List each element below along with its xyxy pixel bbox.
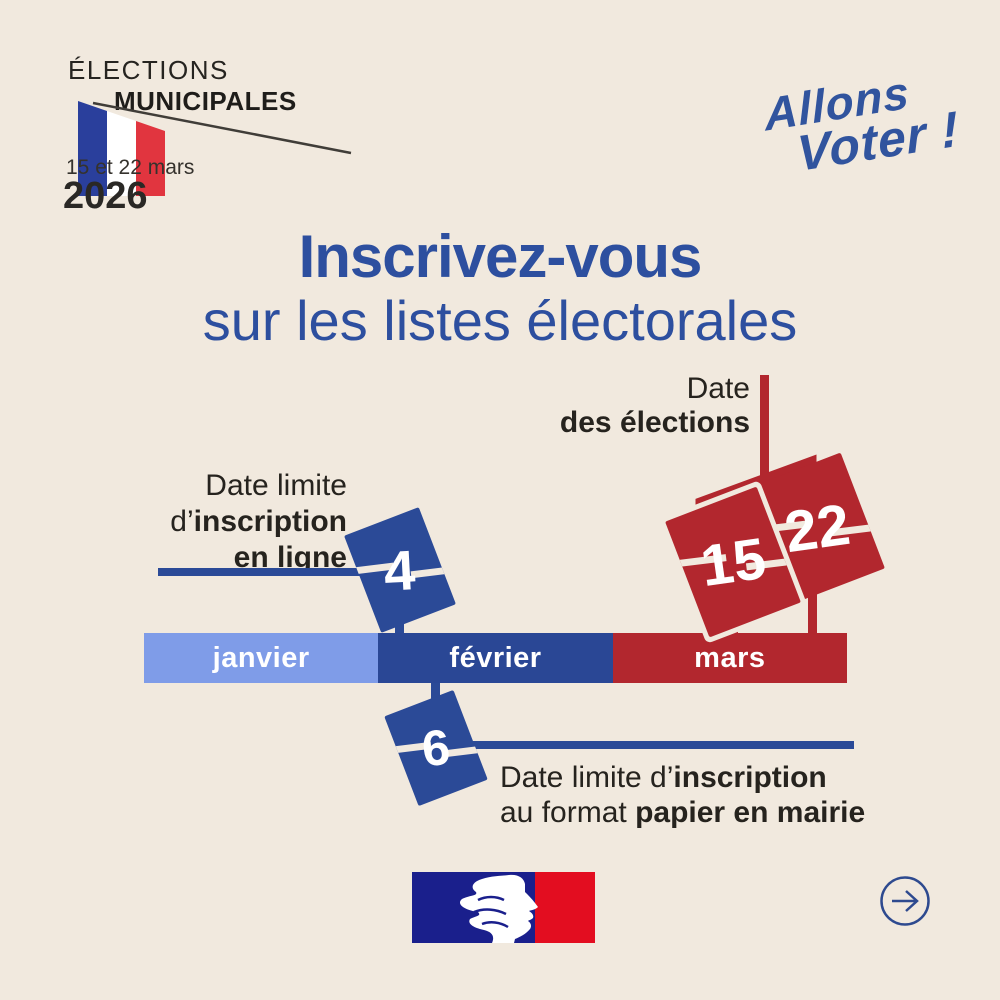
election-dates-line2: des élections <box>559 406 750 439</box>
election-dates-line1: Date <box>686 372 750 405</box>
online-deadline-line1: Date limite <box>205 469 347 502</box>
date-tag-4-number: 4 <box>382 537 418 603</box>
date-tag-15-number: 15 <box>696 525 770 599</box>
arrow-right-circle-icon <box>880 876 930 926</box>
election-dates-callout-label: Date des élections <box>560 372 750 440</box>
date-tag-6: 6 <box>384 689 488 807</box>
kicker-elections: ÉLECTIONS <box>68 55 229 85</box>
paper-deadline-line1-prefix: Date limite d’ <box>500 761 674 794</box>
paper-deadline-line2-bold: papier en mairie <box>635 796 866 829</box>
timeline-bar: janvier février mars <box>144 633 847 683</box>
french-flag-ballot-icon <box>78 101 352 196</box>
kicker-municipales: MUNICIPALES <box>114 86 297 116</box>
allons-voter-logo: Allons Voter ! <box>763 56 968 187</box>
month-segment-janvier: janvier <box>144 633 379 683</box>
next-slide-button[interactable] <box>878 874 932 928</box>
online-deadline-line2-prefix: d’ <box>170 505 194 538</box>
election-year: 2026 <box>63 175 148 217</box>
date-tag-4: 4 <box>344 507 456 633</box>
month-label-mars: mars <box>694 641 766 674</box>
election-dates-label: 15 et 22 mars <box>66 156 195 179</box>
month-label-janvier: janvier <box>212 641 310 674</box>
day6-connector-line <box>431 681 440 707</box>
month-segment-fevrier: février <box>378 633 613 683</box>
paper-deadline-line2-prefix: au format <box>500 796 636 829</box>
online-deadline-line2-bold: inscription <box>193 505 347 538</box>
date-tag-22-number: 22 <box>780 491 854 565</box>
round2-connector-line <box>808 580 817 634</box>
online-deadline-label: Date limite d’inscription en ligne <box>170 468 347 576</box>
online-deadline-leader-line <box>158 568 366 576</box>
date-tag-15: 15 <box>665 486 801 638</box>
paper-deadline-label: Date limite d’inscription au format papi… <box>500 760 865 830</box>
month-segment-mars: mars <box>612 633 847 683</box>
page-subtitle: sur les listes électorales <box>202 289 798 352</box>
paper-deadline-line1-bold: inscription <box>673 761 827 794</box>
page-title: Inscrivez-vous <box>298 223 703 290</box>
elections-callout-stem-line <box>760 375 769 487</box>
marianne-republique-francaise-logo <box>412 872 595 943</box>
month-label-fevrier: février <box>449 641 542 674</box>
paper-deadline-leader-line <box>468 741 854 749</box>
brush-notch <box>410 566 453 579</box>
